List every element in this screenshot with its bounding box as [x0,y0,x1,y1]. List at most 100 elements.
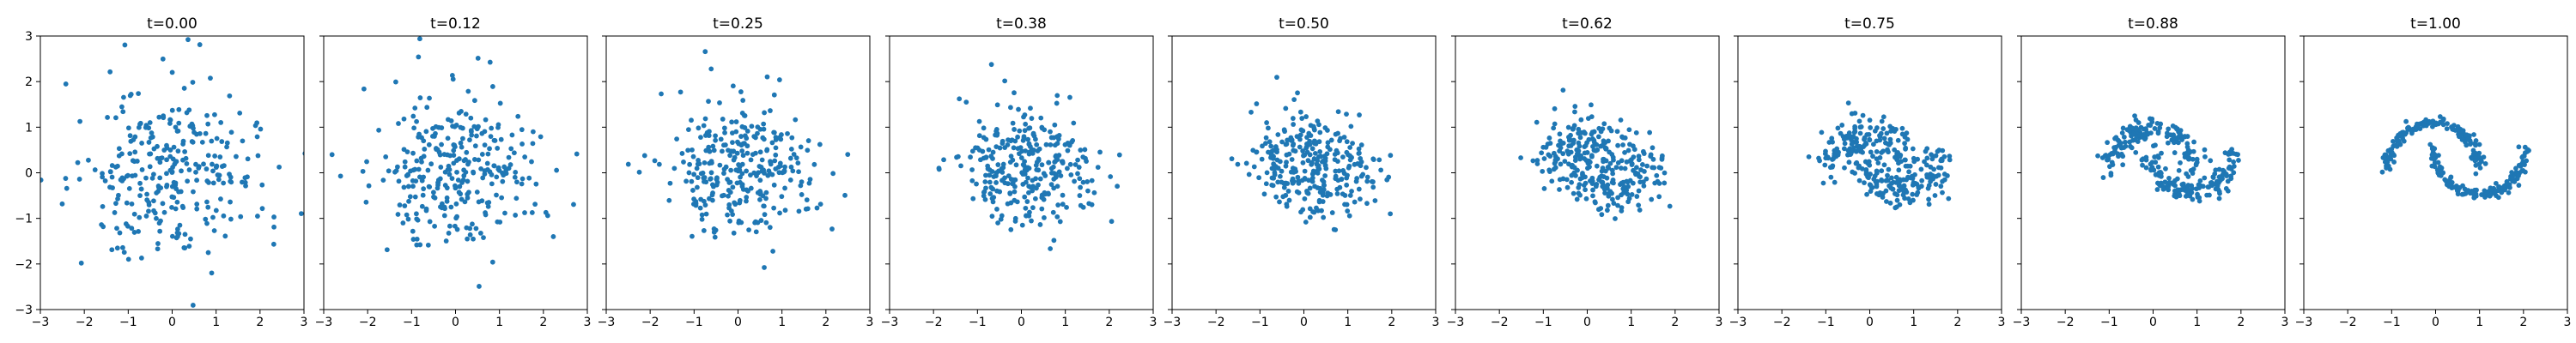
data-point [1325,140,1331,146]
data-point [1307,214,1313,220]
data-point [1281,184,1287,190]
data-point [532,202,538,208]
data-point [1304,135,1309,141]
data-point [969,167,975,172]
data-point [1302,152,1308,158]
data-point [109,247,115,253]
data-point [1636,202,1642,208]
data-point [474,133,479,139]
data-point [1010,157,1016,163]
data-point [449,73,455,78]
data-point [2140,156,2146,162]
points [2095,113,2241,204]
data-point [2196,185,2202,190]
data-point [194,178,200,184]
data-point [414,158,420,164]
data-point [1552,165,1558,171]
data-point [1297,144,1303,150]
data-point [1541,156,1547,161]
data-point [2504,181,2510,186]
data-point [1872,128,1878,134]
data-point [129,226,135,232]
data-point [432,223,437,229]
data-point [110,185,115,190]
data-point [439,141,444,147]
data-point [763,190,769,196]
data-point [171,144,177,150]
data-point [728,208,734,214]
data-point [1263,141,1268,147]
data-point [2465,188,2471,194]
data-point [190,303,196,308]
data-point [1905,196,1911,202]
x-tick-label: −2 [2339,316,2357,329]
data-point [1275,179,1281,185]
data-point [473,226,479,232]
data-point [1319,159,1325,165]
data-point [2479,192,2484,197]
data-point [495,122,501,128]
data-point [119,178,125,184]
data-point [519,181,525,187]
data-point [1603,185,1608,191]
data-point [1299,116,1305,121]
data-point [1577,156,1583,162]
data-point [806,180,812,186]
data-point [754,173,759,178]
data-point [1910,182,1916,188]
data-point [164,171,169,177]
data-point [485,151,491,157]
data-point [453,215,459,221]
data-point [105,115,110,120]
data-point [2208,179,2215,185]
data-point [1884,199,1889,204]
data-point [412,194,418,200]
data-point [550,234,556,239]
data-point [2129,145,2135,151]
data-point [405,184,411,190]
data-point [1880,148,1886,154]
data-point [1845,100,1851,106]
data-point [726,193,731,199]
data-point [215,172,221,178]
data-point [420,192,426,198]
data-point [1309,159,1315,165]
data-point [2194,159,2200,165]
data-point [428,161,434,167]
data-point [1832,179,1838,185]
data-point [1342,193,1348,198]
data-point [482,142,488,148]
data-point [829,226,835,232]
data-point [1254,101,1260,106]
data-point [2436,169,2442,174]
data-point [2444,126,2450,131]
data-point [146,140,152,145]
data-point [2095,153,2100,159]
x-tick-label: 1 [1627,316,1635,329]
data-point [1868,125,1874,130]
data-point [1065,147,1071,153]
data-point [1874,138,1880,144]
data-point [771,205,777,211]
data-point [1629,192,1635,197]
data-point [683,178,690,184]
data-point [190,139,196,145]
data-point [469,132,475,138]
data-point [182,245,188,251]
data-point [1025,136,1031,142]
data-point [1940,190,1945,196]
data-point [204,166,210,172]
data-point [2149,116,2155,122]
data-point [2216,180,2221,186]
data-point [443,238,449,244]
data-point [2224,172,2229,178]
data-point [1333,227,1339,232]
data-point [994,102,1000,108]
data-point [180,138,186,144]
data-point [164,142,169,148]
data-point [148,151,154,157]
data-point [2465,136,2471,142]
data-point [228,216,234,222]
data-point [151,146,157,152]
data-point [107,169,113,175]
